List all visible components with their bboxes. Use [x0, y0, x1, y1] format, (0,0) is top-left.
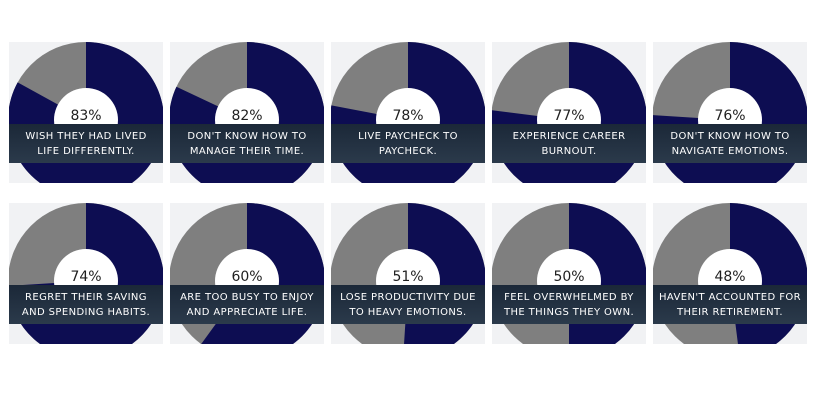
percent-label: 74%: [70, 269, 102, 285]
donut-card: 76% DON'T KNOW HOW TO NAVIGATE EMOTIONS.: [653, 42, 807, 183]
donut-card: 78% LIVE PAYCHECK TO PAYCHECK.: [331, 42, 485, 183]
percent-label: 82%: [231, 108, 263, 124]
caption-label: REGRET THEIR SAVING AND SPENDING HABITS.: [9, 285, 163, 324]
percent-label: 51%: [392, 269, 424, 285]
caption-label: HAVEN'T ACCOUNTED FOR THEIR RETIREMENT.: [653, 285, 807, 324]
donut-card: 60% ARE TOO BUSY TO ENJOY AND APPRECIATE …: [170, 203, 324, 344]
caption-label: WISH THEY HAD LIVED LIFE DIFFERENTLY.: [9, 124, 163, 163]
caption-label: FEEL OVERWHELMED BY THE THINGS THEY OWN.: [492, 285, 646, 324]
percent-label: 50%: [553, 269, 585, 285]
caption-label: LOSE PRODUCTIVITY DUE TO HEAVY EMOTIONS.: [331, 285, 485, 324]
percent-label: 76%: [714, 108, 746, 124]
percent-label: 60%: [231, 269, 263, 285]
caption-label: LIVE PAYCHECK TO PAYCHECK.: [331, 124, 485, 163]
donut-card: 74% REGRET THEIR SAVING AND SPENDING HABI…: [9, 203, 163, 344]
donut-card: 77% EXPERIENCE CAREER BURNOUT.: [492, 42, 646, 183]
caption-label: EXPERIENCE CAREER BURNOUT.: [492, 124, 646, 163]
caption-label: DON'T KNOW HOW TO NAVIGATE EMOTIONS.: [653, 124, 807, 163]
donut-card: 48% HAVEN'T ACCOUNTED FOR THEIR RETIREMEN…: [653, 203, 807, 344]
percent-label: 78%: [392, 108, 424, 124]
donut-card: 50% FEEL OVERWHELMED BY THE THINGS THEY O…: [492, 203, 646, 344]
donut-card: 83% WISH THEY HAD LIVED LIFE DIFFERENTLY.: [9, 42, 163, 183]
caption-label: DON'T KNOW HOW TO MANAGE THEIR TIME.: [170, 124, 324, 163]
donut-card: 51% LOSE PRODUCTIVITY DUE TO HEAVY EMOTIO…: [331, 203, 485, 344]
donut-card: 82% DON'T KNOW HOW TO MANAGE THEIR TIME.: [170, 42, 324, 183]
percent-label: 48%: [714, 269, 746, 285]
percent-label: 77%: [553, 108, 585, 124]
caption-label: ARE TOO BUSY TO ENJOY AND APPRECIATE LIF…: [170, 285, 324, 324]
percent-label: 83%: [70, 108, 102, 124]
